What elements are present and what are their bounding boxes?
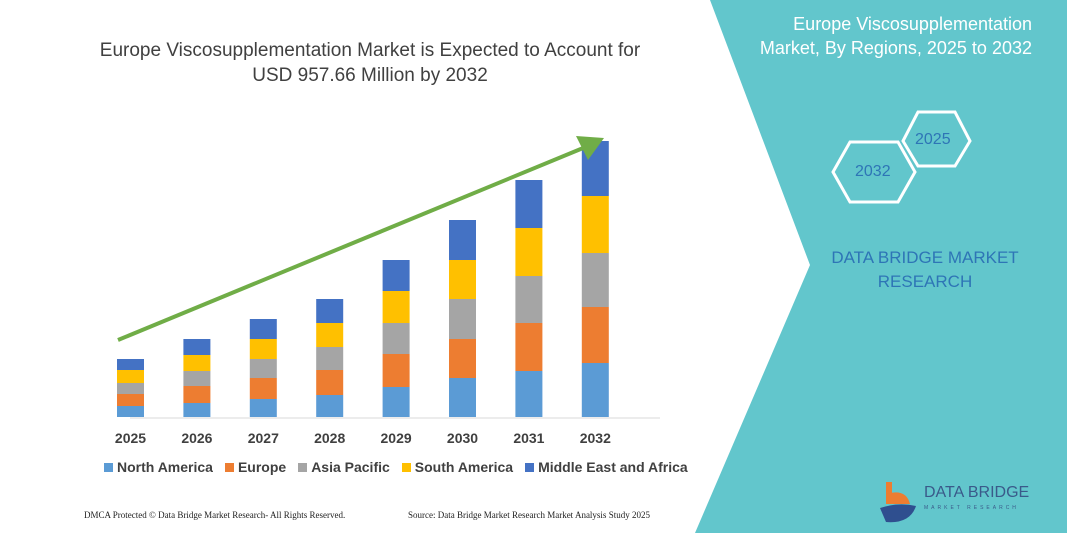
bar-segment xyxy=(382,291,410,323)
bar-segment xyxy=(183,386,211,403)
legend-label: Europe xyxy=(237,459,287,475)
bar-segment xyxy=(581,253,609,307)
bar-segment xyxy=(449,220,476,260)
legend-swatch xyxy=(298,463,308,472)
bar-segment xyxy=(581,196,609,253)
logo-subtitle: MARKET RESEARCH xyxy=(924,505,1019,511)
legend-label: North America xyxy=(117,459,213,475)
bar-segment xyxy=(515,371,543,417)
hexagon-2025-icon xyxy=(901,110,972,168)
trend-arrow xyxy=(117,144,589,342)
bar-segment xyxy=(249,378,277,399)
legend-item: Asia Pacific xyxy=(298,459,390,475)
bar-segment xyxy=(382,323,410,354)
bar-segment xyxy=(382,260,410,291)
bar-segment xyxy=(316,395,344,417)
bar-segment xyxy=(316,370,344,395)
chart-title: Europe Viscosupplementation Market is Ex… xyxy=(99,40,641,86)
bar-segment xyxy=(117,370,144,383)
bar-segment xyxy=(249,319,277,339)
x-tick-label: 2031 xyxy=(513,430,544,446)
legend: North America Europe Asia Pacific South Ame… xyxy=(104,459,688,475)
bar-segment xyxy=(316,299,344,323)
data-bridge-logo xyxy=(880,482,916,523)
legend-swatch xyxy=(104,463,113,472)
legend-item: Middle East and Africa xyxy=(525,459,688,475)
bar-segment xyxy=(183,403,211,417)
bar-segment xyxy=(515,323,543,371)
bar-segment xyxy=(515,276,543,323)
bar-segment xyxy=(382,387,410,417)
bar-segment xyxy=(117,406,144,417)
logo-name: DATA BRIDGE xyxy=(924,484,1030,501)
x-tick-label: 2029 xyxy=(381,430,412,446)
bar-segment xyxy=(449,339,476,378)
x-tick-label: 2025 xyxy=(115,430,146,446)
legend-item: South America xyxy=(401,459,514,475)
footer-copyright: DMCA Protected © Data Bridge Market Rese… xyxy=(84,510,346,520)
bar-segment xyxy=(183,355,211,371)
bar-segment xyxy=(117,383,144,394)
bar-segment xyxy=(581,363,609,417)
x-tick-label: 2027 xyxy=(248,430,279,446)
legend-swatch xyxy=(525,463,535,472)
bar-segment xyxy=(183,371,211,386)
bar-segment xyxy=(449,378,476,417)
hexagon-2032-icon xyxy=(831,140,917,204)
bar-segment xyxy=(382,354,410,387)
legend-label: Middle East and Africa xyxy=(538,459,688,475)
bar-segment xyxy=(249,359,277,378)
trend-arrowhead xyxy=(576,136,604,160)
bar-segment xyxy=(316,347,344,370)
legend-label: South America xyxy=(414,459,514,475)
bar-segment xyxy=(449,299,476,339)
panel-title: Europe Viscosupplementation Market, By Re… xyxy=(759,14,1032,58)
footer-source: Source: Data Bridge Market Research Mark… xyxy=(408,510,650,520)
bar-segment xyxy=(249,339,277,359)
brand-text: DATA BRIDGE MARKET RESEARCH xyxy=(831,248,1019,291)
legend-item: North America xyxy=(104,459,213,475)
bar-segment xyxy=(117,394,144,406)
legend-swatch xyxy=(224,463,234,472)
right-panel xyxy=(695,0,1067,533)
x-tick-label: 2026 xyxy=(181,430,212,446)
x-tick-label: 2028 xyxy=(314,430,345,446)
bar-segment xyxy=(316,323,344,347)
bar-segment xyxy=(581,307,609,363)
x-tick-label: 2032 xyxy=(580,430,611,446)
hex-label-2032: 2032 xyxy=(855,163,891,180)
bar-segment xyxy=(117,359,144,370)
bar-segment xyxy=(515,180,543,228)
bar-segment xyxy=(515,228,543,276)
bar-segment xyxy=(249,399,277,417)
x-tick-label: 2030 xyxy=(447,430,478,446)
bar-segment xyxy=(449,260,476,299)
legend-swatch xyxy=(401,463,411,472)
hex-label-2025: 2025 xyxy=(915,131,951,148)
legend-item: Europe xyxy=(224,459,287,475)
legend-label: Asia Pacific xyxy=(311,459,390,475)
bar-segment xyxy=(183,339,211,355)
